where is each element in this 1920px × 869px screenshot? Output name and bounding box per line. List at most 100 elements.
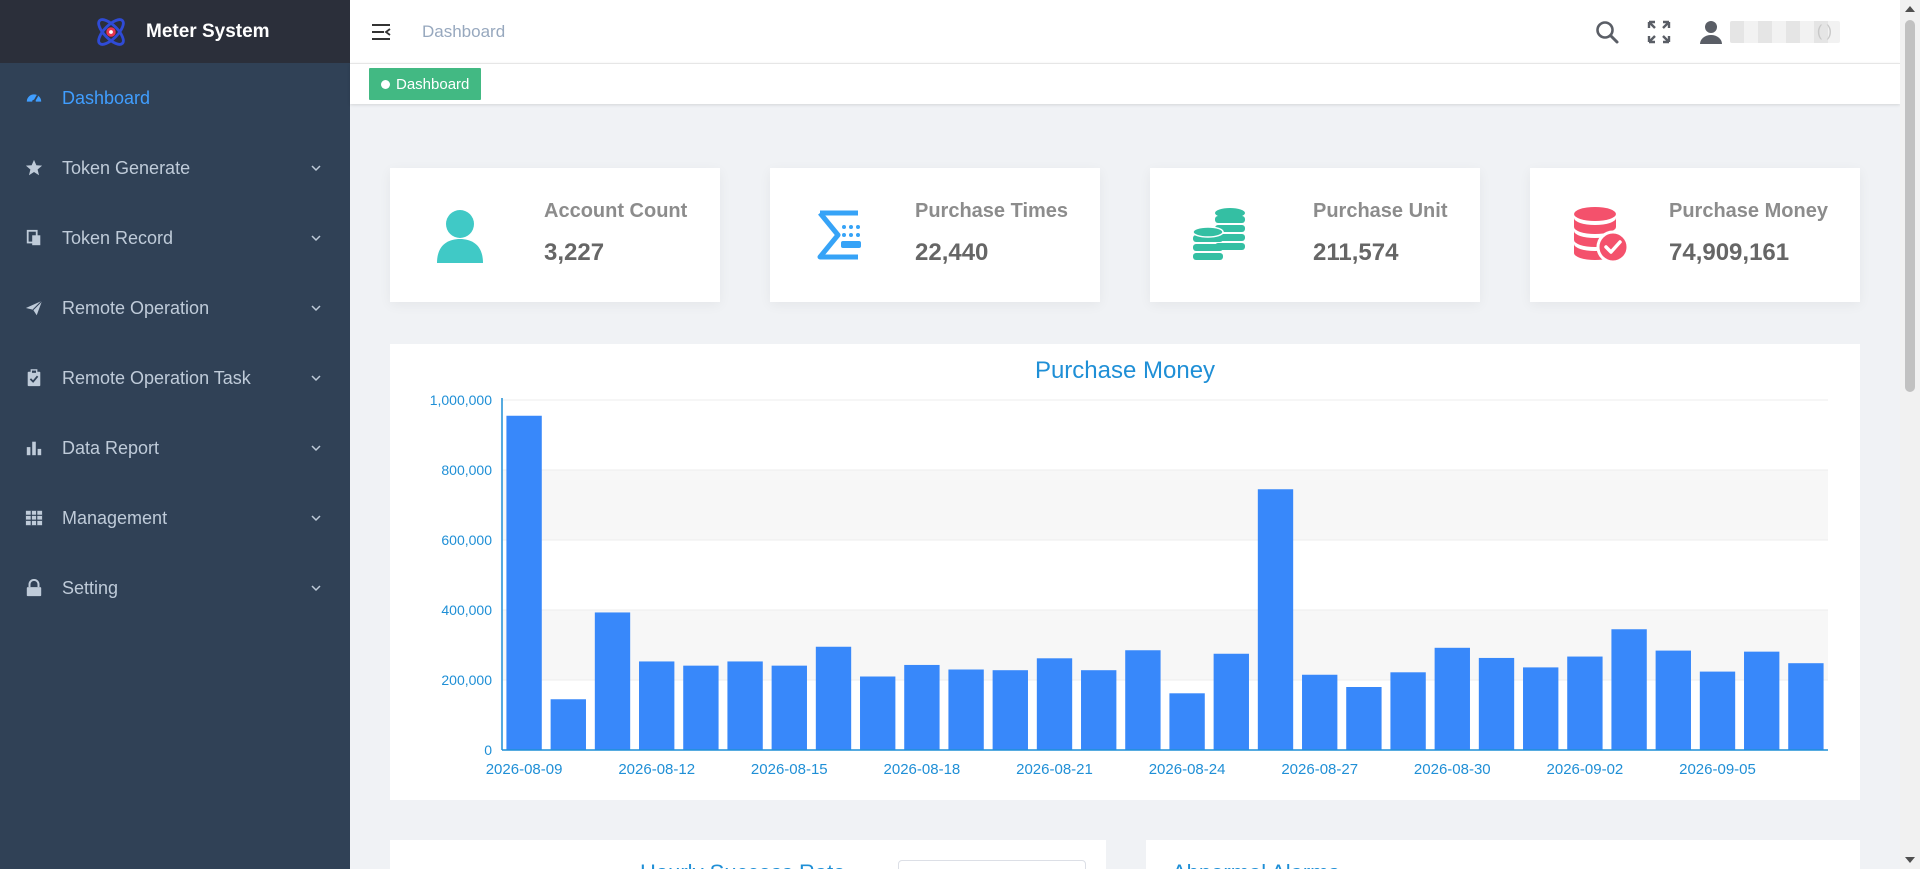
chart-title: Purchase Money [1035,357,1215,384]
bar[interactable] [1390,672,1426,750]
user-icon [437,210,483,263]
bar[interactable] [1523,667,1559,750]
documents-icon [24,228,44,248]
sidebar-item-token-record[interactable]: Token Record [0,203,350,273]
chevron-down-icon [311,515,321,522]
sidebar-item-dashboard[interactable]: Dashboard [0,63,350,133]
bar[interactable] [683,665,719,750]
bar[interactable] [1213,653,1249,750]
card-label: Purchase Unit [1313,200,1448,222]
sidebar: Meter System Dashboard Token Generate To… [0,0,350,869]
x-tick-label: 2026-09-05 [1679,761,1756,778]
card-purchase-unit[interactable]: Purchase Unit 211,574 [1150,168,1480,302]
chart-bars [506,415,1824,751]
hamburger-icon[interactable] [370,21,392,43]
fullscreen-icon[interactable] [1646,19,1672,45]
navbar-right: ( ) [1594,0,1840,63]
bar[interactable] [1744,651,1780,750]
database-check-icon [1574,207,1630,264]
card-purchase-money[interactable]: Purchase Money 74,909,161 [1530,168,1860,302]
card-account-count[interactable]: Account Count 3,227 [390,168,720,302]
page-scrollbar[interactable] [1900,0,1920,869]
clipboard-icon [24,368,44,388]
user-avatar-icon [1700,20,1722,44]
bar[interactable] [550,699,586,750]
bar[interactable] [1081,670,1117,750]
bar[interactable] [639,661,675,750]
tag-dashboard[interactable]: Dashboard [369,68,482,100]
bar[interactable] [1434,647,1470,750]
sidebar-item-data-report[interactable]: Data Report [0,413,350,483]
grid-band [502,540,1828,610]
bar[interactable] [1655,650,1691,750]
card-purchase-times[interactable]: Purchase Times 22,440 [770,168,1100,302]
bar[interactable] [992,670,1028,750]
x-tick-label: 2026-08-18 [884,761,961,778]
y-tick-label: 800,000 [441,462,492,478]
sidebar-item-label: Remote Operation [62,297,210,318]
bar[interactable] [1036,658,1073,750]
coins-icon [1192,208,1245,260]
y-tick-label: 1,000,000 [430,392,492,408]
user-name: ( ) [1730,20,1840,43]
sidebar-item-setting[interactable]: Setting [0,553,350,623]
bar[interactable] [1567,656,1603,750]
sidebar-menu: Dashboard Token Generate Token Record Re… [0,63,350,623]
grid-band [502,680,1828,750]
atom-logo-icon [97,17,125,46]
tag-label: Dashboard [396,75,470,93]
card-value: 3,227 [544,239,605,266]
user-menu[interactable]: ( ) [1698,19,1840,45]
y-tick-label: 400,000 [441,602,492,618]
sidebar-item-label: Token Generate [62,157,191,178]
chevron-down-icon [311,375,321,382]
card-value: 74,909,161 [1669,239,1790,266]
sidebar-item-remote-operation[interactable]: Remote Operation [0,273,350,343]
chevron-down-icon [311,235,321,242]
bar[interactable] [1699,671,1736,750]
scroll-up-arrow[interactable] [1905,6,1915,12]
bar[interactable] [948,669,984,751]
card-value: 211,574 [1313,239,1399,266]
x-tick-label: 2026-08-15 [751,761,828,778]
bar[interactable] [904,664,940,750]
bar[interactable] [1788,663,1824,750]
bar[interactable] [1302,674,1338,750]
y-tick-label: 0 [484,742,492,758]
sidebar-item-label: Dashboard [62,87,151,108]
bar[interactable] [1125,650,1161,750]
bar[interactable] [815,646,852,750]
bar[interactable] [1478,657,1515,750]
logo-area[interactable]: Meter System [0,0,350,63]
date-select[interactable] [898,860,1086,869]
abnormal-alarms-panel: Abnormal Alarms [1146,840,1860,869]
chart-grid [502,399,1828,750]
bar[interactable] [1169,693,1205,750]
scroll-down-arrow[interactable] [1905,857,1915,863]
bar[interactable] [1611,629,1647,750]
sidebar-item-remote-operation-task[interactable]: Remote Operation Task [0,343,350,413]
sidebar-item-label: Remote Operation Task [62,367,251,388]
bar[interactable] [727,661,763,750]
grid-band [502,470,1828,540]
bar[interactable] [771,665,807,750]
grid-band [502,400,1828,470]
purchase-money-chart: Purchase Money 0 200,000 400,000 600,000 800… [430,357,1828,778]
x-tick-label: 2026-08-12 [618,761,695,778]
scroll-thumb[interactable] [1905,20,1915,392]
sigma-keypad-icon [817,210,861,260]
bar[interactable] [860,676,896,751]
sidebar-item-management[interactable]: Management [0,483,350,553]
bar[interactable] [1346,687,1382,750]
purchase-money-chart-panel: Purchase Money 0 200,000 400,000 600,000 800… [390,344,1860,800]
active-dot [381,79,390,89]
search-icon[interactable] [1594,19,1620,45]
bar[interactable] [594,612,631,750]
bar-chart-icon [24,438,44,458]
chevron-down-icon [311,165,321,172]
bar[interactable] [506,415,542,750]
chart-axes: 0 200,000 400,000 600,000 800,000 1,000,000 20… [430,392,1828,778]
sidebar-item-token-generate[interactable]: Token Generate [0,133,350,203]
bar[interactable] [1257,489,1294,750]
card-label: Purchase Times [915,200,1069,222]
